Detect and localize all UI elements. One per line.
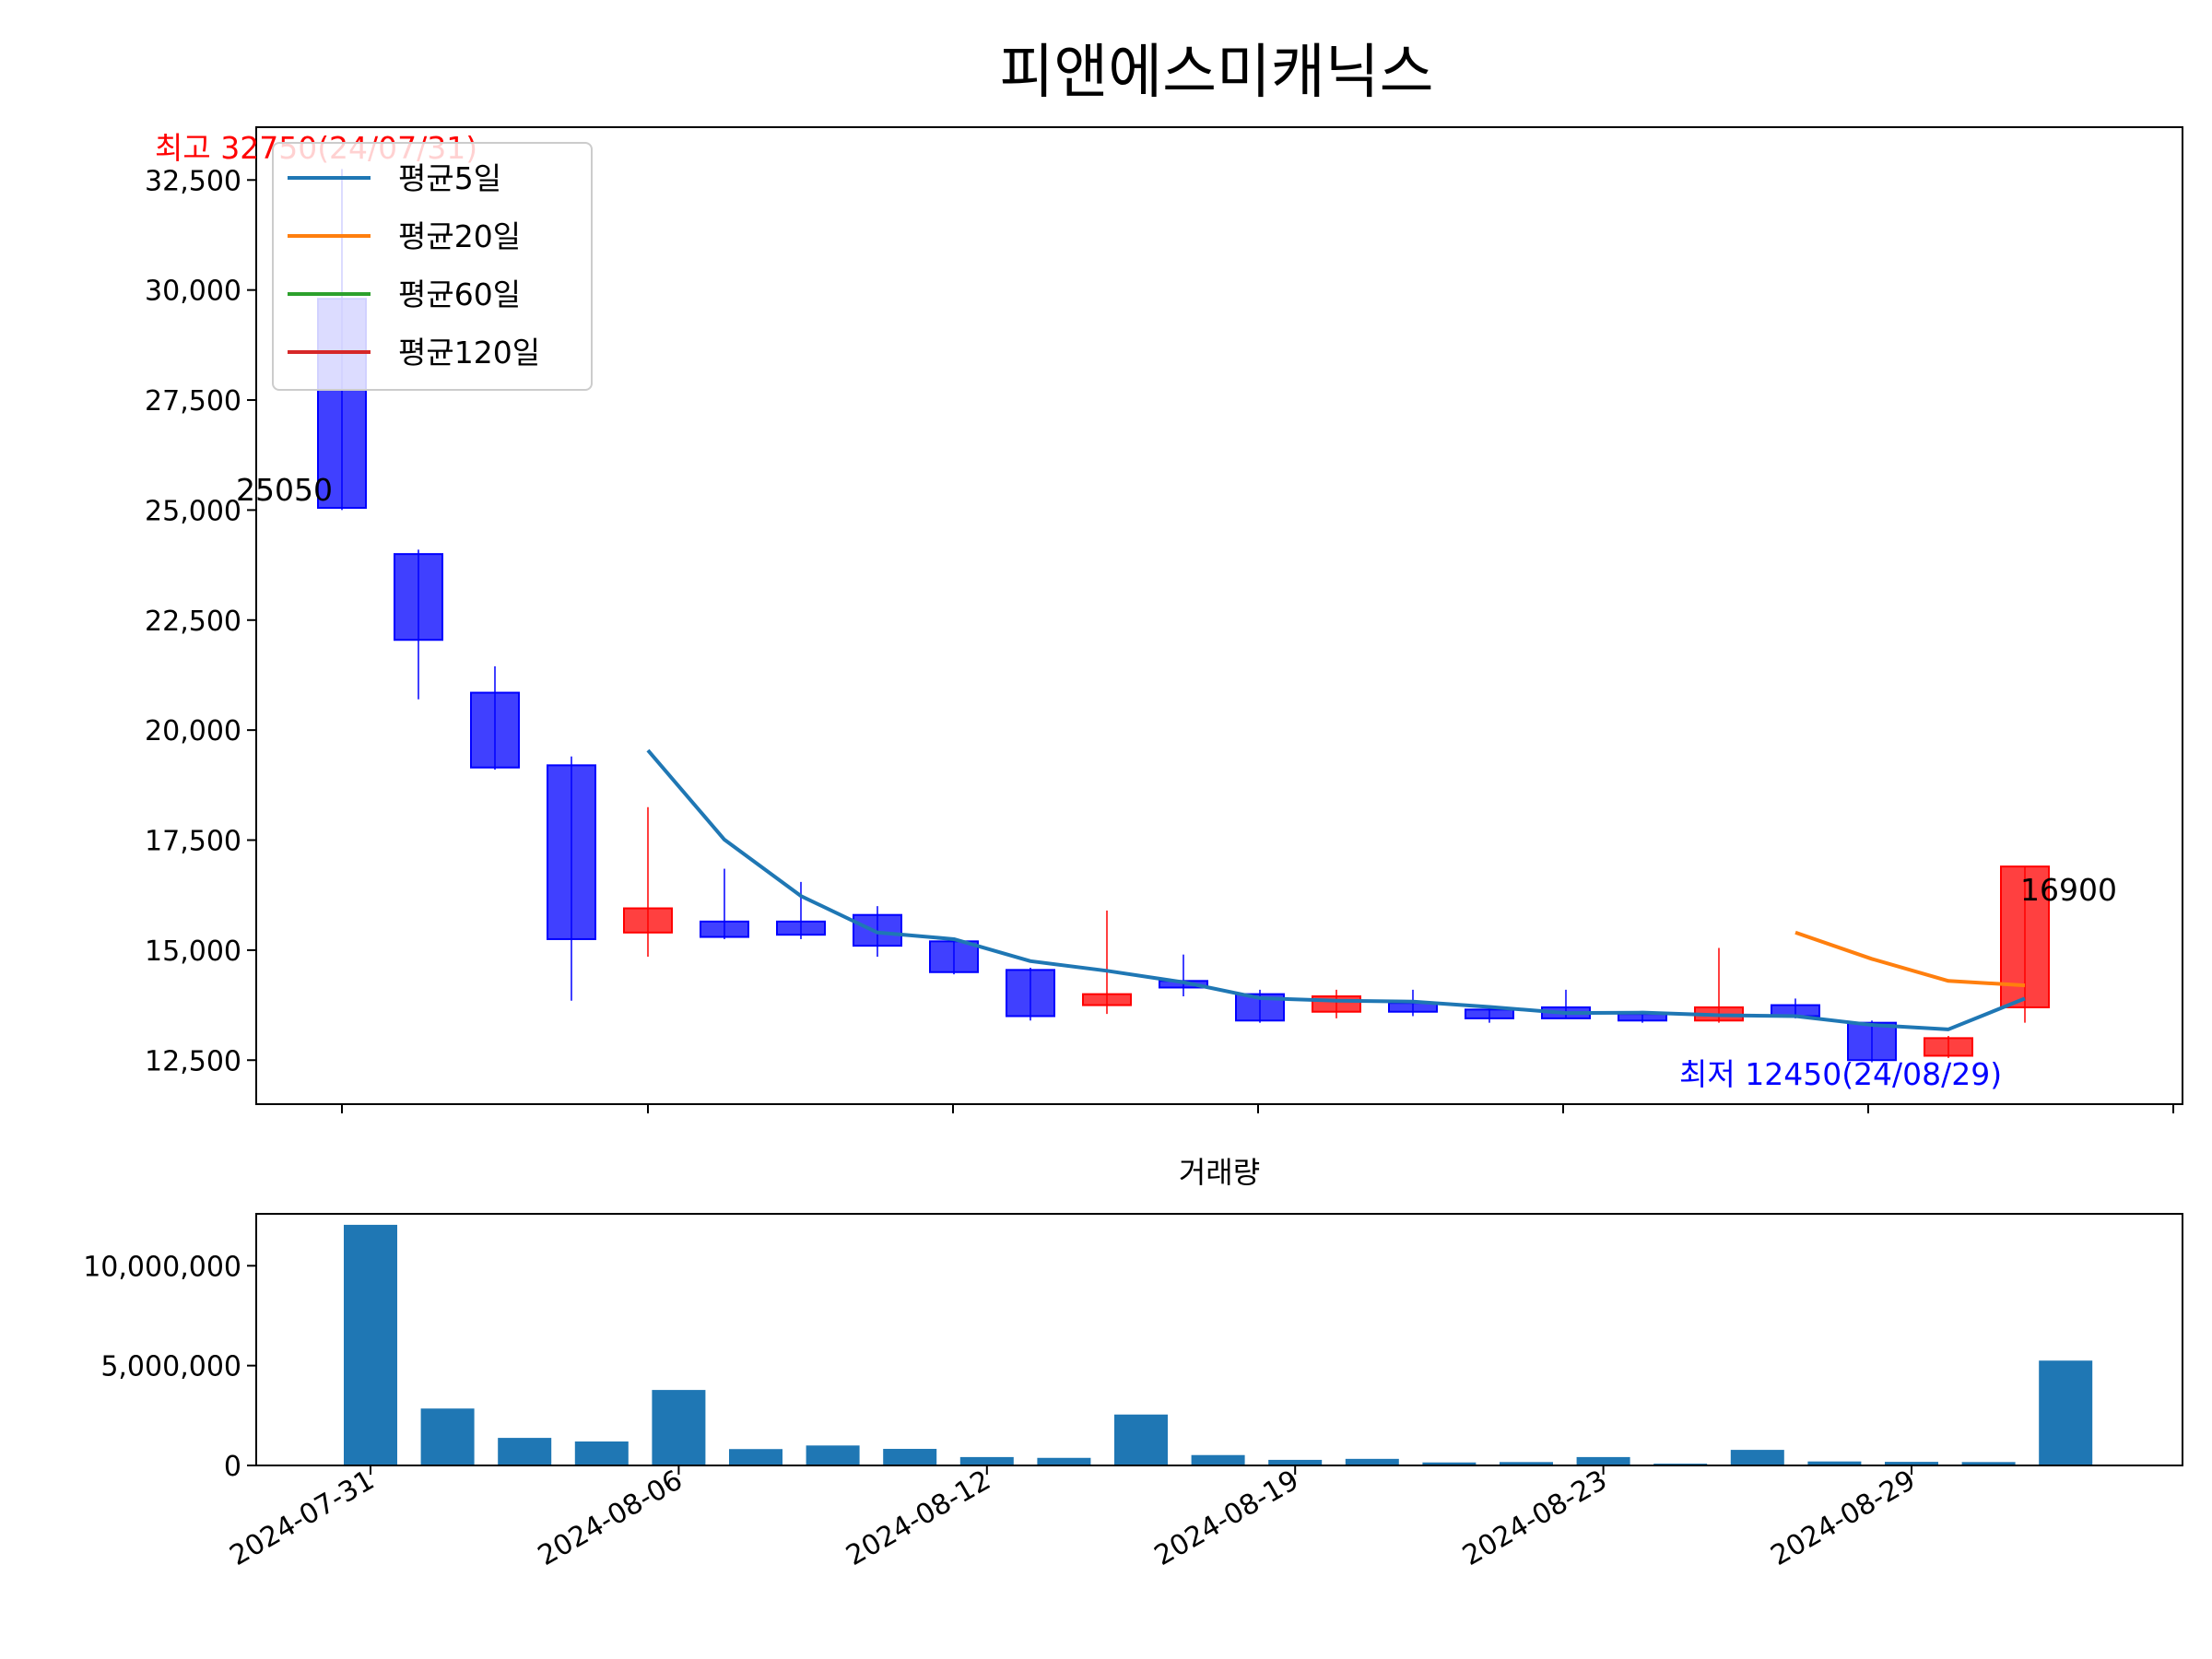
low-annotation: 최저 12450(24/08/29) [1679,1056,2002,1092]
volume-bar [1730,1450,1784,1465]
candle-body [470,691,520,769]
volume-bar [1114,1414,1168,1465]
chart-title: 피앤에스미캐닉스 [999,39,1433,107]
price-axes-frame [255,126,2183,1105]
price-panel: 12,500 15,000 17,500 20,000 22,500 25,000 27,5… [145,126,2183,1113]
volume-ytick-label: 0 [224,1451,241,1483]
volume-bar [1422,1462,1477,1465]
price-ytick-label: 12,500 [145,1045,241,1077]
candle-body [776,920,826,936]
price-ytick-label: 15,000 [145,935,241,968]
volume-bar [344,1224,397,1465]
price-ytick-label: 20,000 [145,715,241,747]
last-close-annotation: 16900 [2020,872,2117,908]
volume-bar [1885,1462,1938,1465]
volume-ytick-label: 5,000,000 [100,1351,241,1383]
moving-average-line [646,748,2026,1031]
volume-axes-frame [255,1213,2183,1466]
candle-body [623,907,673,934]
price-ytick-label: 17,500 [145,826,241,858]
candle-body [394,553,443,641]
candle-body [547,764,596,940]
candle-body [1006,969,1055,1018]
volume-bar [1500,1462,1553,1465]
price-ytick-label: 30,000 [145,276,241,308]
price-ytick-label: 22,500 [145,606,241,638]
volume-bar [1191,1454,1245,1465]
moving-average-line [1794,930,2026,988]
candle-body [1924,1037,1973,1057]
price-ytick-label: 25,000 [145,495,241,527]
volume-title: 거래량 [1179,1155,1260,1190]
volume-bar [1961,1462,2016,1465]
volume-bar [2039,1360,2093,1465]
volume-bar [1807,1461,1862,1465]
volume-bar [806,1445,860,1465]
candle-body [700,920,749,938]
volume-bar [729,1449,782,1465]
legend-box [272,142,593,391]
volume-bar [959,1456,1014,1465]
candle-body [1847,1021,1897,1062]
volume-bar [883,1449,937,1465]
volume-bar [1345,1458,1399,1465]
candle-body [853,913,902,947]
price-ytick-label: 32,500 [145,165,241,197]
legend-label: 평균5일 [398,160,501,196]
volume-bar [420,1408,475,1465]
volume-bar [574,1441,629,1465]
candle-body [1465,1008,1514,1019]
candle-body [1082,993,1132,1006]
first-close-annotation: 25050 [236,472,333,508]
volume-bar [1576,1456,1630,1465]
legend-label: 평균20일 [398,218,521,254]
volume-bar [652,1390,706,1465]
volume-bar [498,1438,552,1465]
legend-label: 평균60일 [398,276,521,312]
price-ytick-label: 27,500 [145,385,241,418]
volume-bar [1268,1459,1323,1465]
volume-ytick-label: 10,000,000 [83,1251,241,1283]
candle-body [929,940,979,973]
volume-bar [1037,1457,1091,1465]
legend-label: 평균120일 [398,335,540,371]
